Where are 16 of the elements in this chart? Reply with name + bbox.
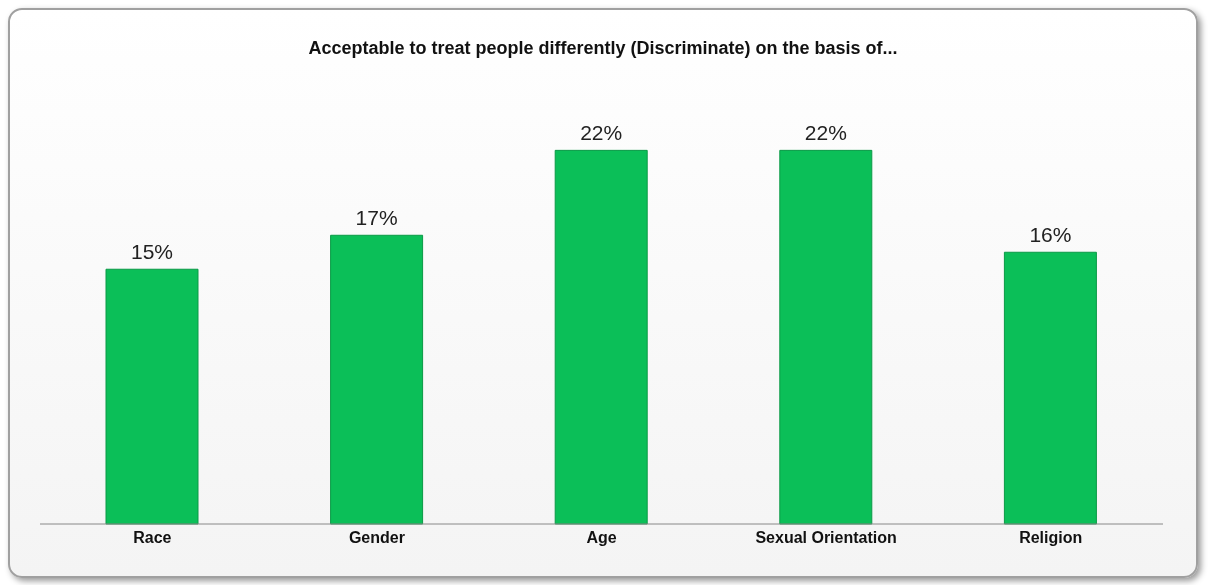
x-tick-label: Religion	[1019, 529, 1083, 547]
bar	[105, 268, 199, 525]
bar	[330, 234, 424, 525]
data-label: 22%	[580, 121, 623, 145]
data-label: 16%	[1029, 223, 1072, 247]
chart-title: Acceptable to treat people differently (Discriminate) on the basis of...	[307, 38, 899, 59]
x-tick-label: Gender	[348, 529, 405, 547]
x-tick-label: Age	[586, 529, 617, 547]
x-tick-label: Race	[133, 529, 172, 547]
bar	[779, 149, 873, 525]
data-label: 17%	[355, 206, 398, 230]
bar	[1003, 251, 1097, 525]
data-label: 15%	[130, 240, 174, 264]
bar	[554, 149, 648, 525]
data-label: 22%	[804, 121, 847, 145]
x-tick-label: Sexual Orientation	[755, 529, 897, 547]
